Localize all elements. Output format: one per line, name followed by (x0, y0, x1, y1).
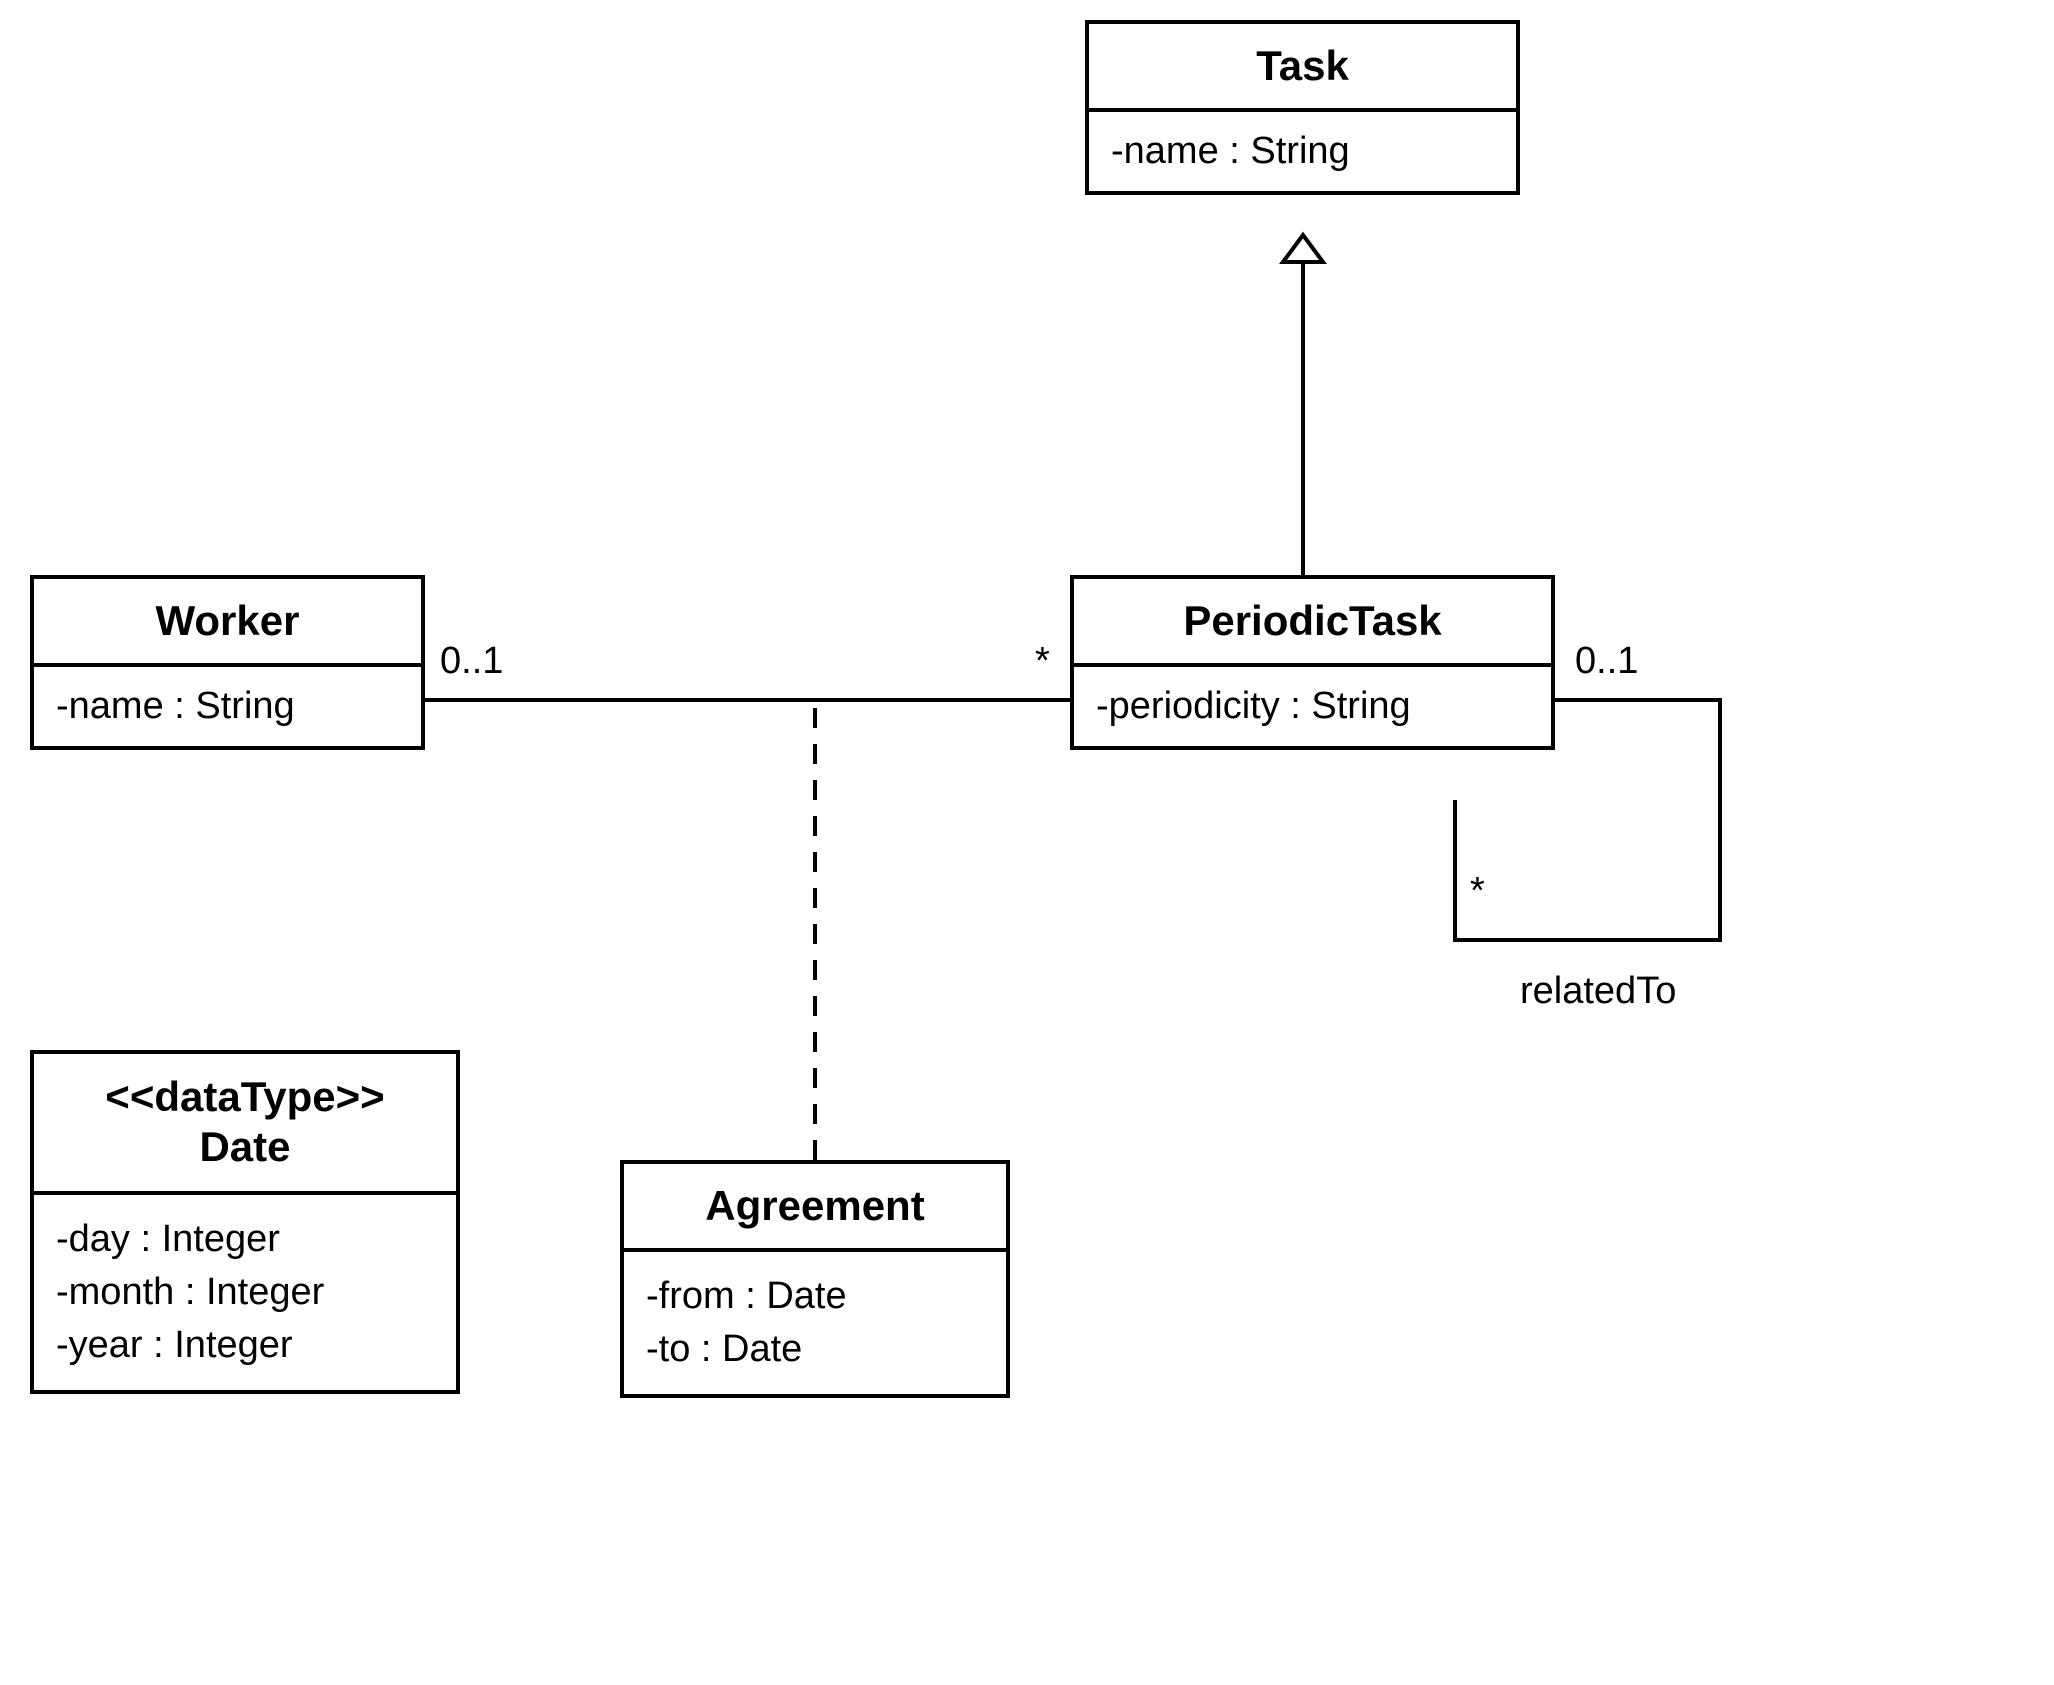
class-task-title: Task (1089, 24, 1516, 112)
datatype-date-title: Date (44, 1122, 446, 1172)
class-agreement-attr-1: -to : Date (646, 1323, 984, 1376)
datatype-date-header: <<dataType>> Date (34, 1054, 456, 1195)
class-worker: Worker -name : String (30, 575, 425, 750)
class-agreement-title: Agreement (624, 1164, 1006, 1252)
class-periodic-task: PeriodicTask -periodicity : String (1070, 575, 1555, 750)
class-agreement: Agreement -from : Date -to : Date (620, 1160, 1010, 1398)
diagram-canvas: Task -name : String Worker -name : Strin… (0, 0, 2054, 1685)
datatype-date-attr-1: -month : Integer (56, 1266, 434, 1319)
mult-worker-side: 0..1 (440, 640, 503, 683)
mult-periodic-side: * (1035, 640, 1050, 683)
class-agreement-attr-0: -from : Date (646, 1270, 984, 1323)
class-worker-title: Worker (34, 579, 421, 667)
class-worker-attr-0: -name : String (56, 685, 399, 728)
mult-self-top: 0..1 (1575, 640, 1638, 683)
label-related-to: relatedTo (1520, 970, 1676, 1013)
mult-self-bottom: * (1470, 870, 1485, 913)
arrowhead-inheritance (1283, 235, 1323, 262)
class-periodic-task-attr-0: -periodicity : String (1096, 685, 1529, 728)
class-task: Task -name : String (1085, 20, 1520, 195)
datatype-date-stereotype: <<dataType>> (44, 1072, 446, 1122)
class-worker-body: -name : String (34, 667, 421, 746)
edges-layer (0, 0, 2054, 1685)
class-agreement-body: -from : Date -to : Date (624, 1252, 1006, 1394)
class-task-attr-0: -name : String (1111, 130, 1494, 173)
datatype-date-body: -day : Integer -month : Integer -year : … (34, 1195, 456, 1391)
class-periodic-task-body: -periodicity : String (1074, 667, 1551, 746)
class-periodic-task-title: PeriodicTask (1074, 579, 1551, 667)
datatype-date-attr-2: -year : Integer (56, 1319, 434, 1372)
datatype-date-attr-0: -day : Integer (56, 1213, 434, 1266)
class-task-body: -name : String (1089, 112, 1516, 191)
datatype-date: <<dataType>> Date -day : Integer -month … (30, 1050, 460, 1394)
